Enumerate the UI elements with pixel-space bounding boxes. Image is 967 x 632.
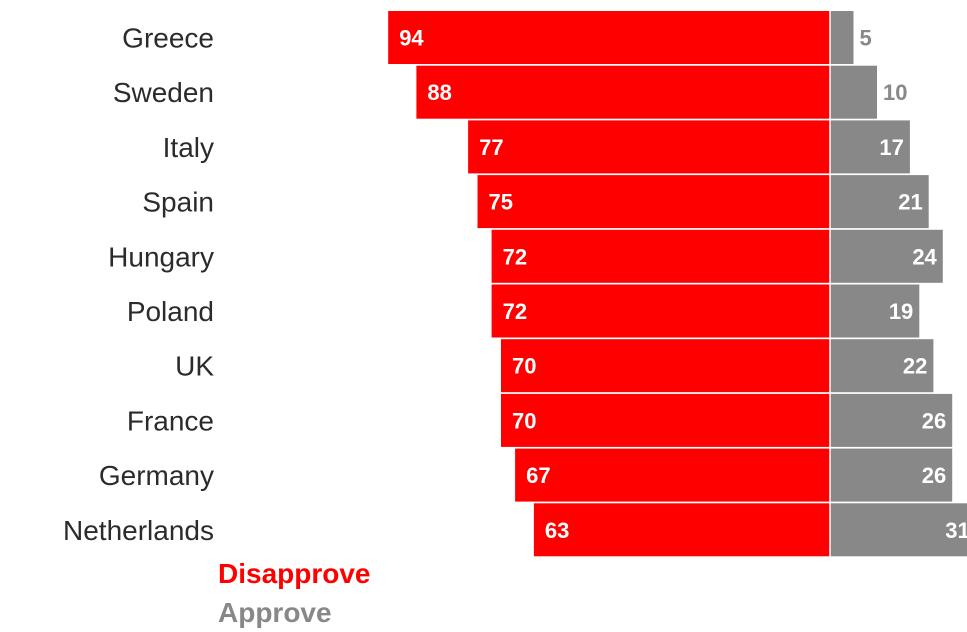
bar-approve-uk: [830, 339, 934, 393]
category-label-sweden: Sweden: [113, 77, 214, 108]
value-label-approve-poland: 19: [889, 299, 913, 324]
value-label-disapprove-poland: 72: [503, 299, 527, 324]
bar-approve-italy: [830, 120, 910, 174]
bar-disapprove-sweden: [416, 65, 830, 119]
value-label-approve-uk: 22: [903, 354, 927, 379]
value-label-approve-spain: 21: [898, 190, 922, 215]
value-label-approve-france: 26: [922, 408, 946, 433]
category-label-germany: Germany: [99, 460, 214, 491]
value-label-disapprove-uk: 70: [512, 354, 536, 379]
bar-disapprove-greece: [388, 11, 830, 64]
value-label-approve-netherlands: 31: [945, 518, 967, 543]
value-label-approve-italy: 17: [879, 135, 903, 160]
category-label-hungary: Hungary: [108, 241, 214, 272]
bar-approve-poland: [830, 284, 920, 338]
value-label-approve-hungary: 24: [912, 244, 937, 269]
category-label-greece: Greece: [122, 23, 214, 54]
legend-disapprove: Disapprove: [218, 558, 371, 589]
bar-disapprove-france: [501, 393, 830, 447]
value-label-approve-sweden: 10: [883, 80, 907, 105]
value-label-approve-greece: 5: [860, 26, 872, 51]
value-label-disapprove-netherlands: 63: [545, 518, 569, 543]
category-label-italy: Italy: [163, 132, 214, 163]
legend-approve: Approve: [218, 597, 332, 628]
value-label-disapprove-spain: 75: [489, 190, 513, 215]
category-label-netherlands: Netherlands: [63, 515, 214, 546]
value-label-disapprove-hungary: 72: [503, 244, 527, 269]
value-label-disapprove-italy: 77: [479, 135, 503, 160]
value-label-disapprove-germany: 67: [526, 463, 550, 488]
bar-approve-spain: [830, 175, 929, 229]
category-label-spain: Spain: [142, 187, 214, 218]
value-label-disapprove-sweden: 88: [427, 80, 451, 105]
bar-disapprove-spain: [477, 175, 830, 229]
bar-disapprove-uk: [501, 339, 830, 393]
value-label-disapprove-greece: 94: [399, 26, 424, 51]
category-label-uk: UK: [175, 351, 214, 382]
category-label-poland: Poland: [127, 296, 214, 327]
bar-approve-germany: [830, 448, 953, 502]
bar-approve-hungary: [830, 229, 943, 283]
bar-disapprove-poland: [491, 284, 830, 338]
value-label-disapprove-france: 70: [512, 408, 536, 433]
bar-approve-greece: [830, 11, 854, 64]
bar-disapprove-germany: [515, 448, 830, 502]
bar-disapprove-netherlands: [533, 503, 830, 557]
category-label-france: France: [127, 405, 214, 436]
value-label-approve-germany: 26: [922, 463, 946, 488]
bar-disapprove-hungary: [491, 229, 830, 283]
bar-approve-france: [830, 393, 953, 447]
bar-disapprove-italy: [468, 120, 830, 174]
bar-approve-sweden: [830, 65, 877, 119]
bar-approve-netherlands: [830, 503, 967, 557]
